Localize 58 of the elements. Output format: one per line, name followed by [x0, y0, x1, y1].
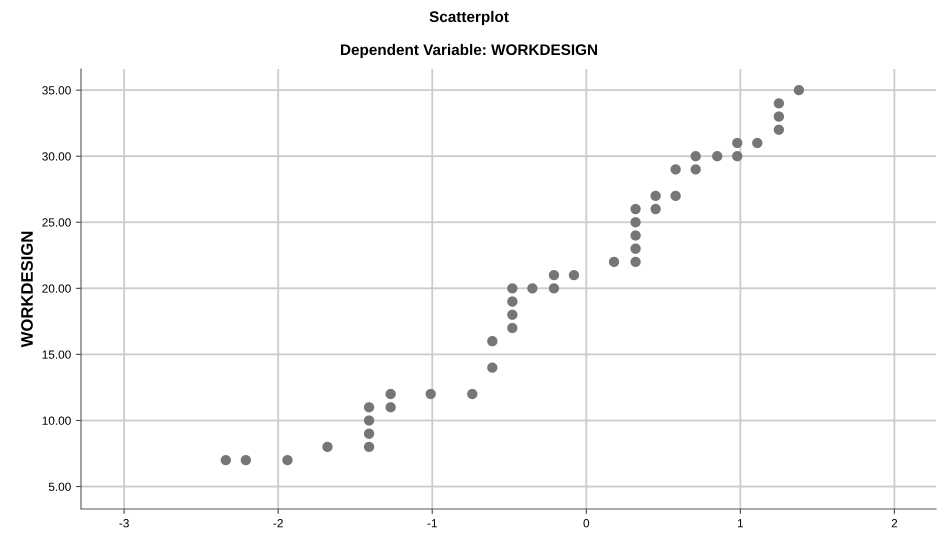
point: [386, 388, 396, 400]
point: [712, 151, 722, 162]
point: [732, 151, 742, 162]
point: [568, 270, 580, 280]
point: [774, 98, 784, 109]
point: [608, 256, 620, 268]
point: [507, 310, 518, 320]
point: [507, 296, 518, 307]
point: [690, 164, 701, 175]
point: [487, 336, 498, 346]
point: [220, 454, 231, 466]
point: [548, 270, 560, 280]
point: [630, 204, 641, 214]
point: [282, 454, 293, 466]
point: [240, 454, 251, 466]
point: [467, 388, 478, 400]
point: [630, 244, 641, 254]
point: [670, 164, 681, 175]
y-tick-label: 30.00: [42, 152, 71, 161]
point: [386, 402, 396, 412]
point: [322, 442, 333, 452]
x-tick-label: 0: [583, 519, 590, 528]
point: [774, 124, 784, 135]
point: [507, 322, 518, 334]
y-tick-label: 5.00: [48, 482, 71, 491]
x-tick-label: 2: [892, 519, 898, 528]
x-tick-label: -3: [119, 519, 129, 528]
point: [527, 283, 538, 294]
x-tick-label: -2: [273, 519, 283, 528]
chart-title: Scatterplot: [430, 10, 509, 26]
point: [548, 283, 560, 294]
point: [732, 138, 742, 148]
point: [690, 151, 701, 162]
point: [630, 230, 641, 241]
y-axis-title: WORKDESIGN: [21, 232, 33, 348]
point: [364, 442, 374, 452]
point: [774, 111, 784, 122]
point: [794, 84, 804, 96]
y-tick-label: 20.00: [42, 284, 71, 293]
chart-subtitle: Dependent Variable: WORKDESIGN: [340, 44, 598, 58]
point: [426, 388, 436, 400]
point: [364, 402, 374, 412]
point: [364, 415, 374, 426]
point: [630, 217, 641, 228]
point: [364, 428, 374, 439]
point: [670, 190, 681, 201]
point: [507, 283, 518, 294]
y-tick-label: 15.00: [42, 350, 71, 359]
point: [630, 256, 641, 268]
x-tick-label: 1: [738, 519, 744, 528]
x-tick-label: -1: [428, 519, 437, 528]
point: [487, 362, 498, 373]
y-tick-label: 25.00: [42, 218, 71, 227]
point: [650, 204, 661, 214]
point: [752, 138, 762, 148]
point: [650, 190, 661, 201]
y-tick-label: 35.00: [42, 86, 71, 95]
y-tick-label: 10.00: [42, 416, 71, 425]
